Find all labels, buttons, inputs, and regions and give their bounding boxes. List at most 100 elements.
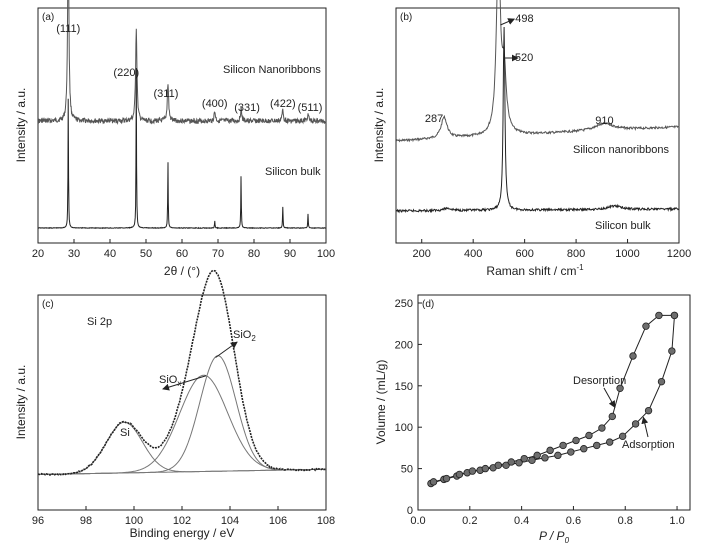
- panel-b-raman-chart: (b) 200 400 600 800 1000 1200 287 498 520 910 Si…: [372, 0, 691, 278]
- panel-c-curves: [37, 269, 327, 476]
- x-tick-label: 400: [464, 248, 482, 260]
- x-tick-label: 50: [140, 248, 152, 260]
- data-point-adsorption: [657, 377, 666, 386]
- panel-b-x-ticks: 200 400 600 800 1000 1200: [413, 239, 691, 260]
- x-tick-label: 800: [567, 248, 585, 260]
- panel-b-x-axis-label: Raman shift / cm-1: [486, 263, 584, 278]
- x-tick-label: 40: [104, 248, 116, 260]
- panel-b-annotations: 287 498 520 910: [425, 13, 614, 127]
- x-tick-label: 96: [32, 515, 44, 527]
- x-tick-label: 0.4: [514, 515, 529, 527]
- panel-a-xrd-chart: (a) 20 30 40 50 60 70 80 90 100 (111)(220)(311)(…: [14, 0, 335, 278]
- data-point-adsorption: [515, 459, 523, 467]
- component-label-si: Si: [120, 427, 130, 439]
- series-label-nanoribbons: Silicon nanoribbons: [573, 144, 670, 156]
- data-point-adsorption: [668, 347, 676, 355]
- x-tick-label: 100: [317, 248, 335, 260]
- xps-envelope: [37, 269, 327, 476]
- data-point-desorption: [468, 467, 477, 475]
- panel-d-label: (d): [422, 299, 434, 310]
- x-tick-label: 200: [413, 248, 431, 260]
- data-point-desorption: [629, 352, 637, 360]
- x-tick-label: 0.2: [462, 515, 477, 527]
- panel-d-y-axis-label: Volume / (mL/g): [374, 360, 388, 445]
- x-tick-label: 80: [248, 248, 260, 260]
- siox-arrow: [162, 375, 207, 391]
- x-tick-label: 0.8: [618, 515, 633, 527]
- panel-d-ticks: 0.0 0.2 0.4 0.6 0.8 1.0 0 50 100 150 200 250: [395, 298, 685, 527]
- data-point-desorption: [429, 478, 438, 486]
- x-tick-label: 108: [317, 515, 335, 527]
- panel-a-label: (a): [42, 12, 54, 23]
- panel-c-frame: [37, 294, 327, 511]
- series-line-bulk: [37, 68, 327, 230]
- panel-c-xps-chart: (c) Si 2p 96 98 100 102 104 106 108 Si SiOx Si…: [14, 269, 335, 540]
- panel-a-x-axis-label: 2θ / (°): [164, 264, 200, 278]
- x-tick-label: 70: [212, 248, 224, 260]
- x-tick-label: 98: [80, 515, 92, 527]
- sio2-arrow: [215, 341, 238, 358]
- data-point-adsorption: [605, 438, 614, 446]
- panel-c-y-axis-label: Intensity / a.u.: [14, 365, 28, 440]
- x-tick-label: 20: [32, 248, 44, 260]
- x-tick-label: 0.0: [410, 515, 425, 527]
- series-label-bulk: Silicon bulk: [595, 220, 651, 232]
- xps-component-2: [38, 355, 327, 475]
- panel-d-series: [427, 311, 679, 488]
- peak-label: 520: [515, 52, 533, 64]
- panel-b-frame: [395, 7, 680, 244]
- data-point-adsorption: [541, 454, 549, 462]
- adsorption-arrow: [641, 416, 649, 438]
- data-point-desorption: [507, 458, 515, 466]
- series-label-desorption: Desorption: [573, 375, 626, 387]
- series-label-bulk: Silicon bulk: [265, 166, 321, 178]
- data-point-desorption: [481, 464, 490, 473]
- peak-label: (422): [270, 98, 296, 110]
- x-tick-label: 30: [68, 248, 80, 260]
- x-tick-label: 106: [269, 515, 287, 527]
- panel-c-label: (c): [42, 299, 54, 310]
- data-point-adsorption: [593, 441, 601, 450]
- x-tick-label: 600: [515, 248, 533, 260]
- data-point-desorption: [670, 311, 679, 320]
- panel-d-annotations: Desorption Adsorption: [573, 375, 675, 451]
- panel-a-y-axis-label: Intensity / a.u.: [14, 88, 28, 163]
- data-point-desorption: [455, 470, 464, 479]
- peak-label: (220): [113, 67, 139, 79]
- y-tick-label: 50: [401, 464, 413, 476]
- xps-component-0: [38, 421, 326, 475]
- panel-d-frame: [417, 294, 691, 511]
- series-line-desorption: [433, 314, 675, 483]
- data-point-desorption: [572, 436, 580, 445]
- panel-a-series: [37, 0, 327, 230]
- x-tick-label: 104: [221, 515, 239, 527]
- peak-label: 287: [425, 113, 443, 125]
- data-point-adsorption: [502, 461, 510, 469]
- x-tick-label: 0.6: [566, 515, 581, 527]
- peak-arrow-498: [500, 18, 516, 26]
- data-point-desorption: [546, 446, 554, 455]
- panel-c-x-axis-label: Binding energy / eV: [130, 526, 235, 540]
- component-label-siox: SiOx: [159, 374, 181, 388]
- x-tick-label: 100: [125, 515, 143, 527]
- panel-d-x-axis-label: P / P0: [539, 529, 570, 545]
- x-tick-label: 1000: [615, 248, 639, 260]
- series-line-adsorption: [430, 315, 675, 484]
- panel-c-x-ticks: 96 98 100 102 104 106 108: [32, 506, 335, 527]
- data-point-adsorption: [528, 456, 536, 465]
- y-tick-label: 100: [395, 422, 413, 434]
- data-point-desorption: [533, 451, 541, 460]
- series-line-nanoribbons: [395, 0, 680, 143]
- peak-label: (400): [202, 98, 228, 110]
- data-point-adsorption: [580, 445, 588, 453]
- panel-d-isotherm-chart: (d) 0.0 0.2 0.4 0.6 0.8 1.0 0 50 100 150 200 250 De…: [374, 294, 691, 545]
- panel-b-y-axis-label: Intensity / a.u.: [372, 88, 386, 163]
- series-line-bulk: [395, 26, 680, 214]
- data-point-desorption: [608, 412, 616, 421]
- data-point-desorption: [655, 311, 663, 320]
- peak-label: (311): [154, 88, 179, 100]
- panel-b-series: [395, 0, 680, 214]
- data-point-adsorption: [631, 420, 640, 428]
- panel-a-annotations: (111) (220) (311) (400) (331) (422) (511): [56, 23, 322, 114]
